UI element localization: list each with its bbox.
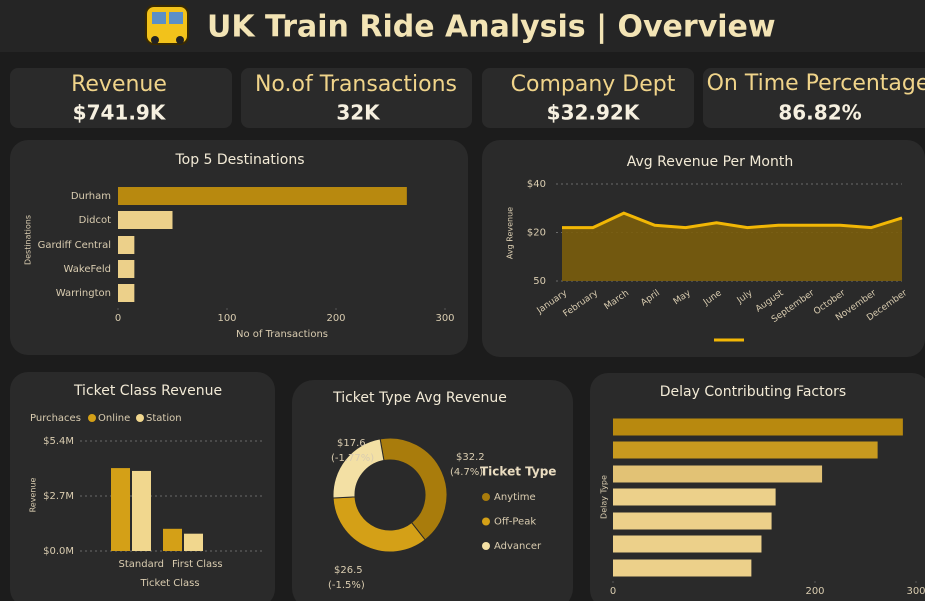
x-tick-label: First Class bbox=[172, 559, 223, 570]
donut-slice bbox=[379, 437, 448, 541]
line bbox=[562, 211, 903, 230]
kpi-label: Revenue bbox=[71, 72, 167, 97]
x-axis-label: Ticket Class bbox=[139, 578, 199, 589]
kpi-label: No.of Transactions bbox=[255, 72, 457, 97]
page-title: UK Train Ride Analysis | Overview bbox=[207, 10, 776, 45]
chart-title: Avg Revenue Per Month bbox=[627, 154, 793, 170]
legend-label: Station bbox=[146, 413, 182, 424]
chart-title: Top 5 Destinations bbox=[174, 152, 304, 168]
y-axis-label: Destinations bbox=[24, 215, 33, 265]
kpi-value: $32.92K bbox=[547, 101, 641, 125]
x-tick-label: 200 bbox=[326, 313, 345, 324]
y-tick-label: $0.0M bbox=[43, 546, 74, 557]
kpi-card bbox=[10, 68, 232, 128]
percent-label: (-1.77%) bbox=[331, 453, 374, 464]
bar bbox=[118, 236, 135, 254]
bar bbox=[613, 465, 823, 483]
legend-dot bbox=[88, 414, 96, 422]
y-tick-label: $40 bbox=[527, 179, 546, 190]
chart-title: Ticket Type Avg Revenue bbox=[332, 390, 507, 406]
y-tick-label: $5.4M bbox=[43, 436, 74, 447]
legend-title: Purchaces bbox=[30, 413, 81, 424]
area bbox=[562, 213, 902, 281]
legend-dot bbox=[482, 542, 490, 550]
kpi-value: 86.82% bbox=[778, 101, 861, 125]
kpi-card bbox=[482, 68, 694, 128]
x-tick-label: 0 bbox=[115, 313, 121, 324]
y-tick-label: $20 bbox=[527, 228, 546, 239]
y-axis-label: Avg Revenue bbox=[506, 207, 515, 259]
bar bbox=[111, 468, 130, 551]
value-label: $32.2 bbox=[456, 452, 485, 463]
bar bbox=[163, 528, 182, 551]
bar bbox=[184, 533, 203, 551]
x-tick-label: 300 bbox=[906, 586, 925, 597]
kpi-label: On Time Percentage bbox=[707, 71, 925, 96]
kpi-card bbox=[241, 68, 472, 128]
kpi-label: Company Dept bbox=[511, 72, 676, 97]
category-label: Didcot bbox=[79, 215, 111, 226]
x-tick-label: 0 bbox=[610, 586, 616, 597]
bar bbox=[118, 187, 407, 205]
x-tick-label: 200 bbox=[805, 586, 824, 597]
legend-label: Off-Peak bbox=[494, 517, 536, 528]
value-label: $17.6 bbox=[337, 438, 366, 449]
bus-icon bbox=[145, 5, 189, 45]
bar bbox=[118, 284, 135, 302]
chart-title: Delay Contributing Factors bbox=[660, 384, 846, 400]
bar bbox=[613, 441, 878, 459]
y-tick-label: 50 bbox=[533, 276, 546, 287]
legend-label: Anytime bbox=[494, 492, 536, 503]
legend-dot bbox=[482, 517, 490, 526]
category-label: Warrington bbox=[56, 288, 111, 299]
bar bbox=[613, 559, 752, 577]
donut-slice bbox=[332, 438, 385, 499]
x-tick-label: 100 bbox=[217, 313, 236, 324]
x-tick-label: 300 bbox=[435, 313, 454, 324]
bar bbox=[118, 260, 135, 278]
category-label: WakeFeld bbox=[64, 264, 111, 275]
kpi-value: 32K bbox=[336, 101, 381, 125]
bar bbox=[613, 418, 903, 436]
kpi-value: $741.9K bbox=[73, 101, 167, 125]
percent-label: (-1.5%) bbox=[328, 580, 365, 591]
category-label: Gardiff Central bbox=[38, 240, 111, 251]
bar bbox=[613, 488, 776, 506]
value-label: $26.5 bbox=[334, 565, 363, 576]
legend-dot bbox=[482, 493, 490, 501]
x-tick-label: Standard bbox=[119, 559, 165, 570]
y-axis-label: Revenue bbox=[29, 478, 38, 513]
y-tick-label: $2.7M bbox=[43, 491, 74, 502]
percent-label: (4.7%) bbox=[450, 467, 483, 478]
kpi-card bbox=[703, 68, 925, 128]
category-label: Durham bbox=[71, 191, 111, 202]
legend-dot bbox=[136, 414, 144, 422]
bar bbox=[613, 535, 762, 553]
legend-title: Ticket Type bbox=[480, 465, 556, 479]
bar bbox=[118, 211, 173, 229]
x-axis-label: No of Transactions bbox=[236, 329, 328, 340]
chart-title: Ticket Class Revenue bbox=[73, 383, 222, 399]
y-axis-label: Delay Type bbox=[600, 475, 609, 519]
bar bbox=[613, 512, 772, 530]
legend-label: Advancer bbox=[494, 541, 542, 552]
legend-label: Online bbox=[98, 413, 130, 424]
bar bbox=[132, 470, 151, 551]
